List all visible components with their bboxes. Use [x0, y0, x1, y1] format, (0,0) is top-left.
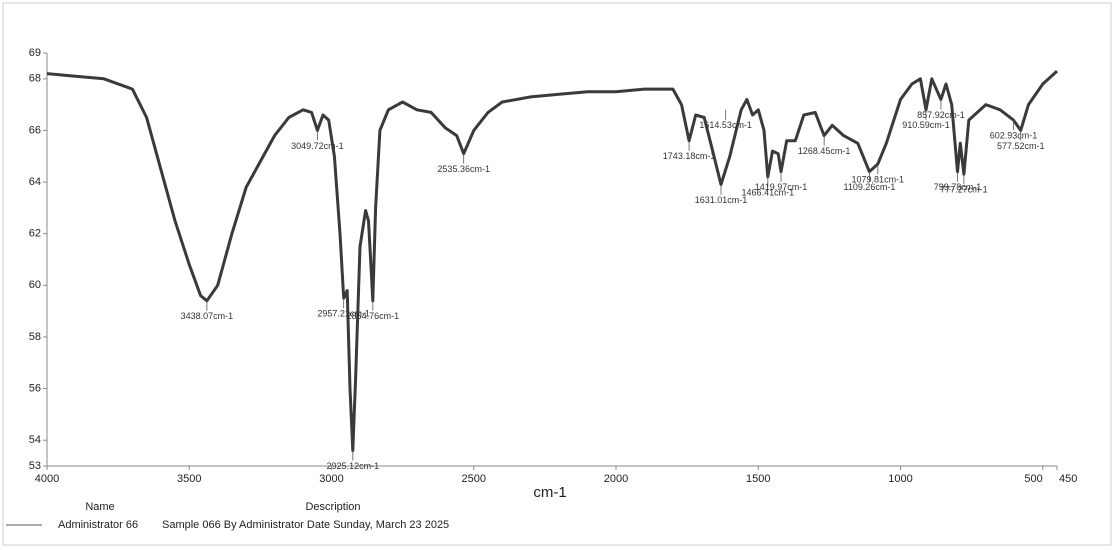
y-tick-label: 54: [29, 434, 41, 446]
y-tick-label: 53: [29, 460, 41, 472]
y-tick-label: 58: [29, 331, 41, 343]
peak-label: 2854.76cm-1: [347, 311, 400, 321]
y-tick-label: 68: [29, 73, 41, 85]
peak-label: 3438.07cm-1: [181, 311, 234, 321]
y-tick-label: 69: [29, 47, 41, 59]
x-tick-label: 2500: [462, 473, 486, 485]
spectrum-line: [46, 69, 1059, 452]
y-tick-label: 66: [29, 124, 41, 136]
peak-label: 2957.21cm-1: [317, 309, 370, 319]
x-tick-label: 3500: [177, 473, 201, 485]
peak-label: 1109.26cm-1: [843, 182, 895, 192]
y-tick-label: 60: [29, 279, 41, 291]
y-tick-label: 64: [29, 176, 41, 188]
peak-label: 777.27cm-1: [940, 185, 988, 195]
legend-description: Sample 066 By Administrator Date Sunday,…: [162, 519, 449, 531]
peak-label: 602.93cm-1: [990, 130, 1038, 140]
legend-header: Name: [85, 501, 114, 513]
peak-label: 1466.41cm-1: [742, 187, 795, 197]
x-tick-label: 1500: [746, 473, 770, 485]
y-tick-label: 56: [29, 382, 41, 394]
peak-label: 2535.36cm-1: [437, 164, 490, 174]
x-tick-label: 2000: [604, 473, 628, 485]
peak-label: 1743.18cm-1: [663, 151, 716, 161]
peak-label: 857.92cm-1: [917, 110, 965, 120]
x-tick-label: 500: [1024, 473, 1042, 485]
legend-header: Description: [305, 501, 360, 513]
peak-label: 1631.01cm-1: [695, 195, 748, 205]
peak-label: 1268.45cm-1: [798, 146, 851, 156]
peak-label: 1079.81cm-1: [852, 174, 905, 184]
peak-label: 3049.72cm-1: [291, 141, 344, 151]
peak-label: 2925.12cm-1: [327, 461, 380, 471]
peak-label: 1419.97cm-1: [755, 182, 808, 192]
x-tick-label: 3000: [319, 473, 343, 485]
x-axis-label: cm-1: [533, 484, 566, 501]
y-tick-label: 62: [29, 228, 41, 240]
peak-label: 577.52cm-1: [997, 141, 1045, 151]
peak-label: 910.59cm-1: [902, 120, 950, 130]
peak-label: 1614.53cm-1: [699, 120, 752, 130]
legend-entry: Administrator 66: [58, 519, 138, 531]
x-tick-label: 4000: [35, 473, 59, 485]
x-tick-label: 1000: [888, 473, 912, 485]
x-tick-label: 450: [1059, 473, 1077, 485]
peak-label: 799.78cm-1: [934, 182, 982, 192]
